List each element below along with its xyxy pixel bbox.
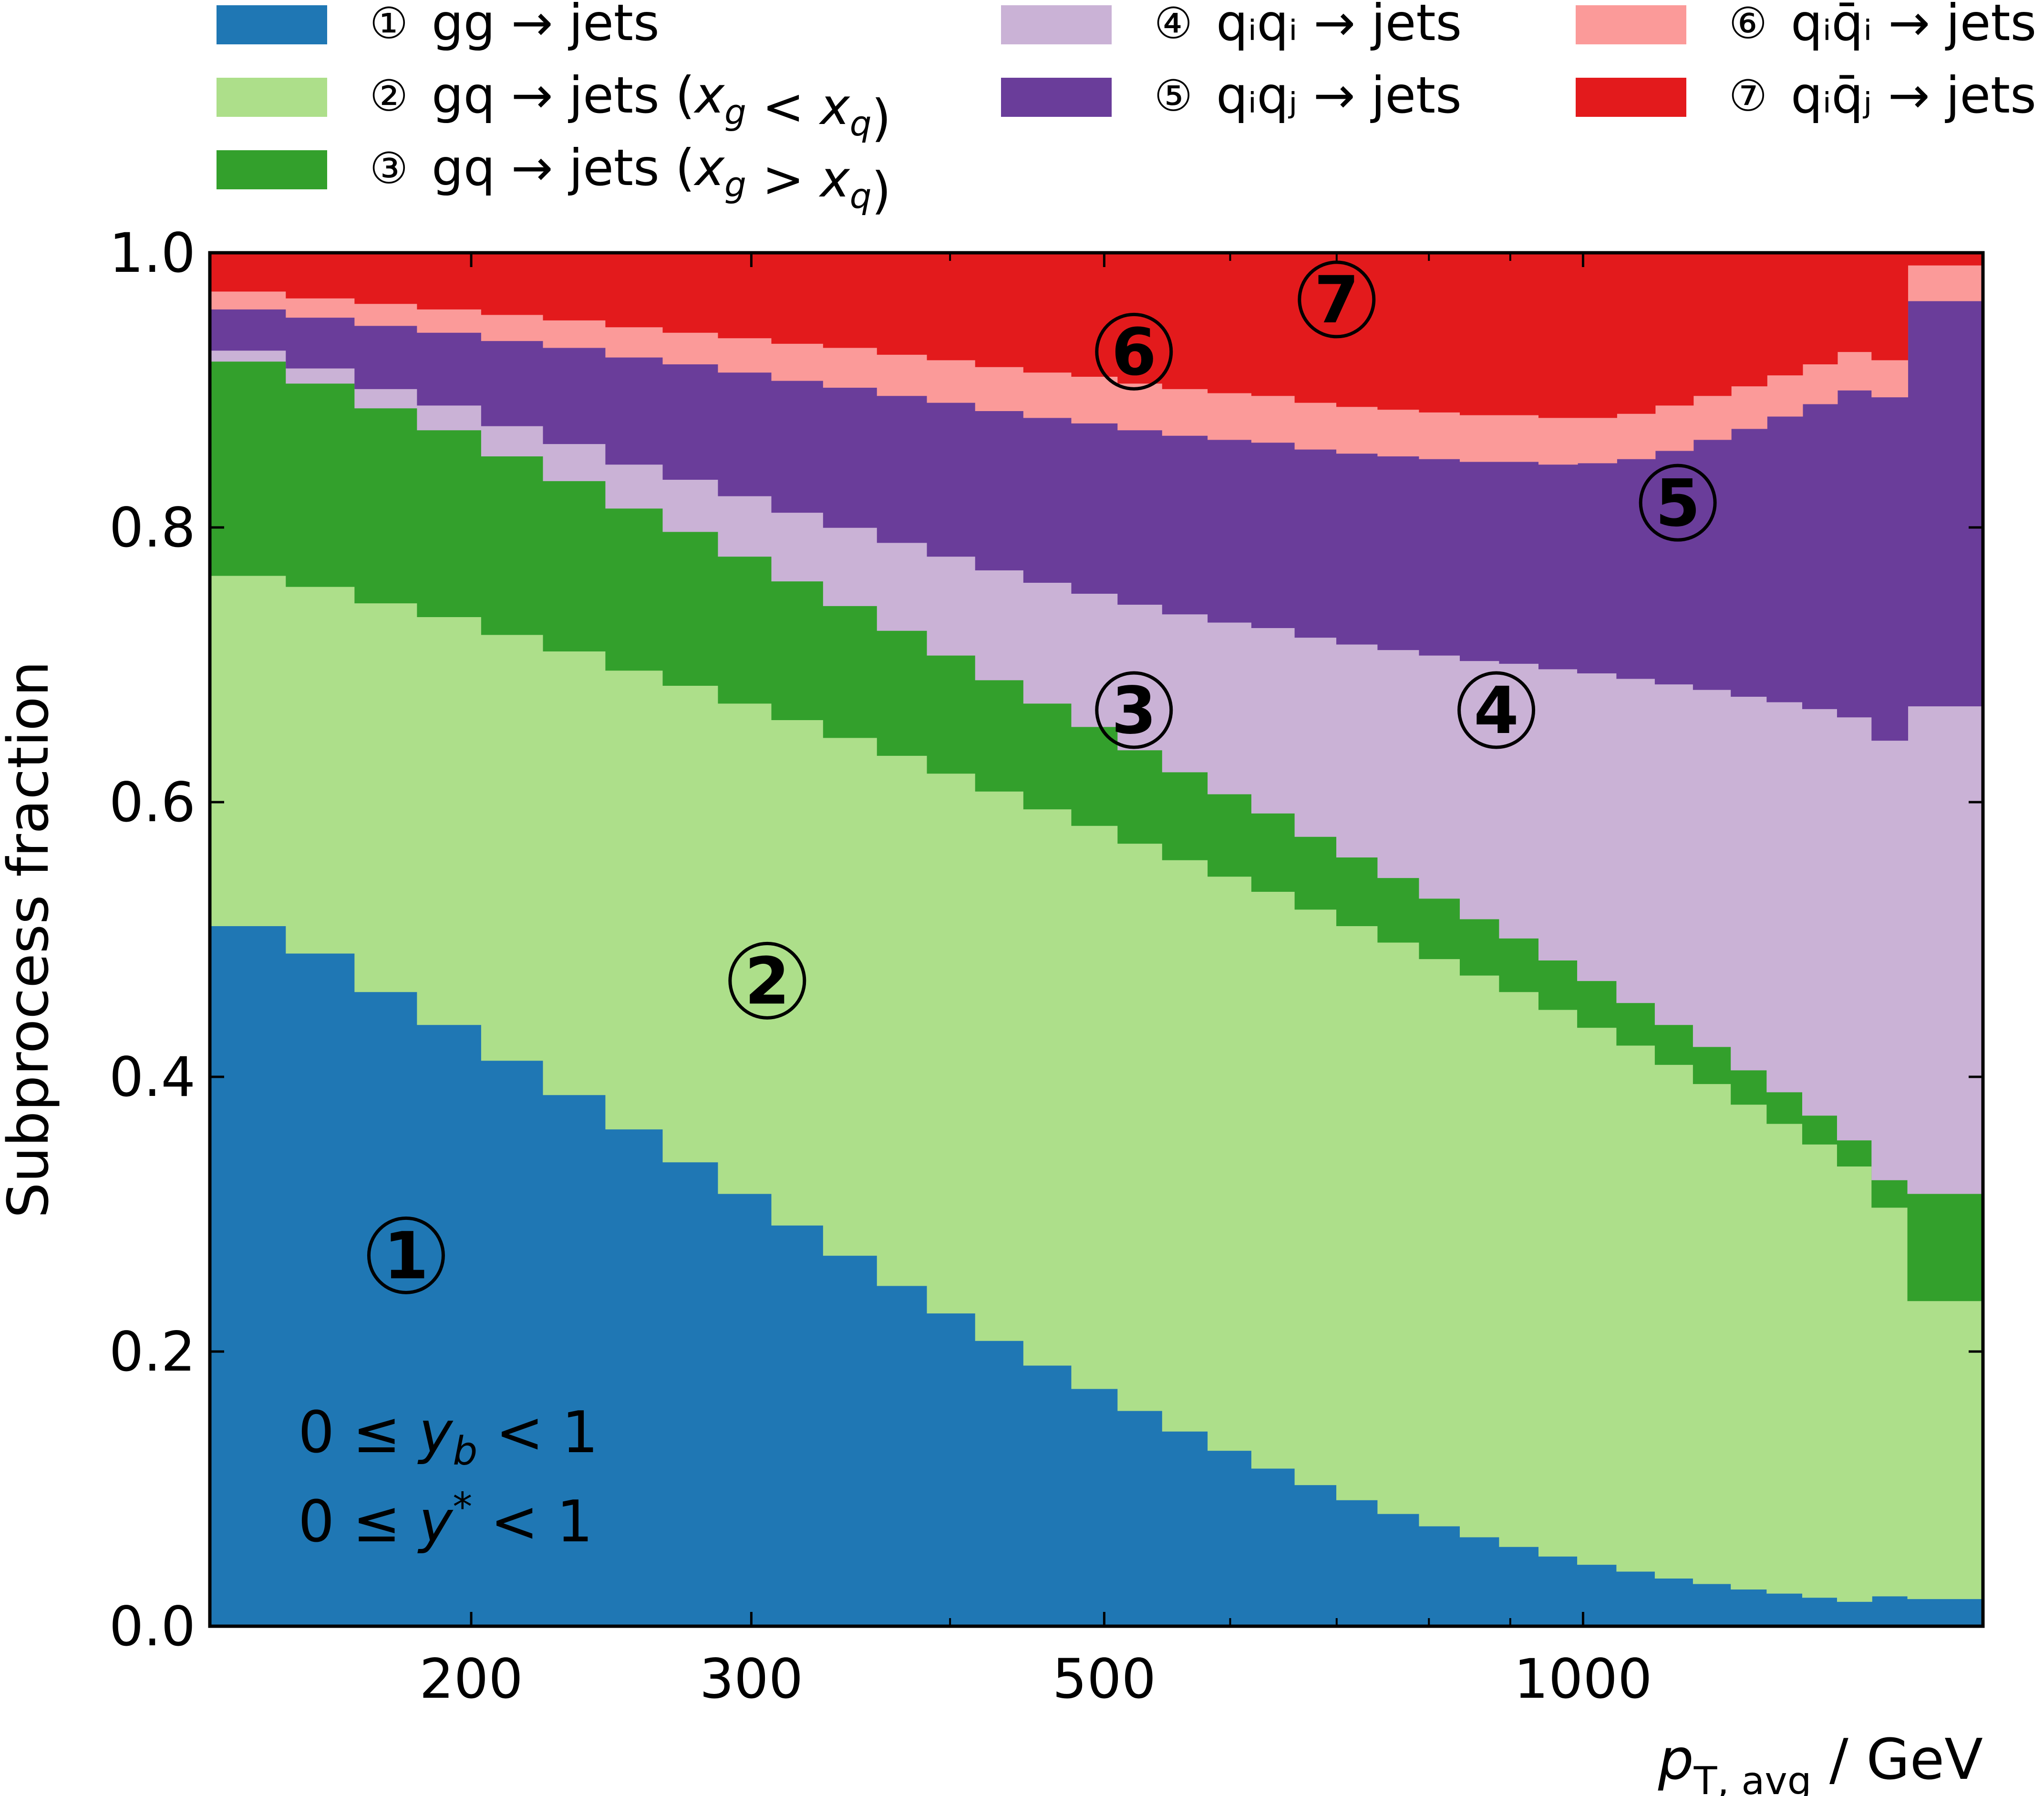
legend-label-part: gq → jets (	[432, 66, 695, 124]
annotation-line-2: 0 ≤ y* < 1	[298, 1485, 593, 1555]
legend-math-var: x	[819, 150, 851, 208]
legend-num-1: ①	[370, 0, 408, 49]
legend-label-7: qᵢq̄ⱼ → jets	[1791, 66, 2036, 124]
annotation-line-1: 0 ≤ yb < 1	[298, 1400, 598, 1474]
x-axis-label: pT, avg / GeV	[1658, 1726, 1983, 1796]
area-label-6: 6	[1111, 315, 1156, 390]
annotation-var: y	[417, 1400, 454, 1466]
legend-label-part: <	[746, 78, 820, 136]
y-axis-label: Subprocess fraction	[0, 661, 61, 1218]
legend-label-part: qᵢqᵢ → jets	[1216, 0, 1462, 52]
legend-swatch-6	[1576, 5, 1686, 44]
legend-math-sub: q	[850, 176, 872, 216]
legend-math-var: x	[819, 78, 851, 136]
legend-math-sub: g	[724, 165, 746, 205]
legend-swatch-1	[217, 5, 327, 44]
legend-label-5: qᵢqⱼ → jets	[1216, 66, 1462, 124]
axes-ticks: 200 300 500 1000 0.0 0.2 0.4 0.6 0.8 1.0	[109, 221, 1983, 1711]
y-tick-label: 0.8	[109, 496, 196, 559]
area-label-circle-5	[1639, 464, 1717, 542]
area-label-circle-7	[1298, 260, 1376, 339]
legend-label-part: qᵢq̄ⱼ → jets	[1791, 66, 2036, 124]
axis-titles: Subprocess fraction pT, avg / GeV	[0, 661, 1983, 1796]
legend-label-part: qᵢq̄ᵢ → jets	[1791, 0, 2036, 52]
area-labels: 1 2 3 4 5 6 7	[367, 260, 1717, 1294]
legend-label-part: qᵢqⱼ → jets	[1216, 66, 1462, 124]
legend-num-3: ③	[370, 144, 408, 194]
legend-label-6: qᵢq̄ᵢ → jets	[1791, 0, 2036, 52]
x-tick-label: 1000	[1514, 1647, 1652, 1711]
annotation-box: 0 ≤ yb < 10 ≤ y* < 1	[298, 1400, 598, 1555]
legend-label-2: gq → jets (xg < xq)	[432, 66, 891, 147]
y-tick-label: 1.0	[109, 221, 196, 285]
area-label-circle-1	[367, 1216, 445, 1294]
area-label-1: 1	[383, 1218, 429, 1294]
legend-swatch-7	[1576, 78, 1686, 117]
legend-label-3: gq → jets (xg > xq)	[432, 139, 891, 220]
area-label-7: 7	[1314, 263, 1359, 338]
area-label-3: 3	[1111, 673, 1156, 749]
area-label-circle-3	[1095, 671, 1173, 749]
legend-swatch-5	[1001, 78, 1112, 117]
stacked-areas	[210, 253, 1983, 1626]
x-tick-label: 200	[419, 1647, 523, 1711]
legend-swatch-4	[1001, 5, 1112, 44]
legend-label-part: gg → jets	[432, 0, 660, 52]
legend-num-6: ⑥	[1729, 0, 1767, 49]
legend-label-1: gg → jets	[432, 0, 660, 52]
legend-label-part: >	[746, 150, 820, 208]
annotation-rest: < 1	[472, 1489, 593, 1555]
legend-label-4: qᵢqᵢ → jets	[1216, 0, 1462, 52]
legend-num-5: ⑤	[1154, 71, 1193, 121]
x-axis-label-unit: / GeV	[1811, 1726, 1983, 1792]
annotation-prefix: 0 ≤	[298, 1400, 419, 1466]
y-tick-label: 0.4	[109, 1045, 196, 1109]
legend-math-sub: q	[850, 103, 872, 144]
legend-label-part: )	[871, 89, 891, 147]
annotation-sub: b	[453, 1429, 477, 1474]
area-label-circle-4	[1457, 671, 1536, 749]
y-tick-label: 0.2	[109, 1320, 196, 1383]
annotation-var: y	[417, 1489, 454, 1555]
x-axis-label-sub: T, avg	[1693, 1759, 1812, 1796]
legend-num-7: ⑦	[1729, 71, 1767, 121]
annotation-prefix: 0 ≤	[298, 1489, 419, 1555]
plot-frame	[208, 251, 1985, 1628]
legend-num-4: ④	[1154, 0, 1193, 49]
area-label-circle-6	[1095, 312, 1173, 391]
annotation-rest: < 1	[477, 1400, 598, 1466]
legend-label-part: gq → jets (	[432, 139, 695, 197]
legend-label-part: )	[871, 162, 891, 220]
legend-num-2: ②	[370, 71, 408, 121]
area-label-2: 2	[744, 944, 790, 1019]
legend-math-var: x	[693, 139, 725, 197]
legend-math-sub: g	[724, 92, 746, 132]
x-tick-label: 300	[700, 1647, 804, 1711]
legend-swatch-2	[217, 78, 327, 117]
y-tick-label: 0.0	[109, 1595, 196, 1658]
x-tick-label: 500	[1053, 1647, 1156, 1711]
area-label-circle-2	[728, 941, 806, 1020]
y-tick-label: 0.6	[109, 771, 196, 834]
area-label-5: 5	[1655, 466, 1701, 541]
x-axis-label-base: p	[1658, 1726, 1694, 1792]
legend-math-var: x	[693, 66, 725, 124]
legend-swatch-3	[217, 150, 327, 189]
area-label-4: 4	[1474, 673, 1519, 749]
annotation-sup: *	[453, 1485, 472, 1530]
series-7-area	[210, 253, 1983, 418]
